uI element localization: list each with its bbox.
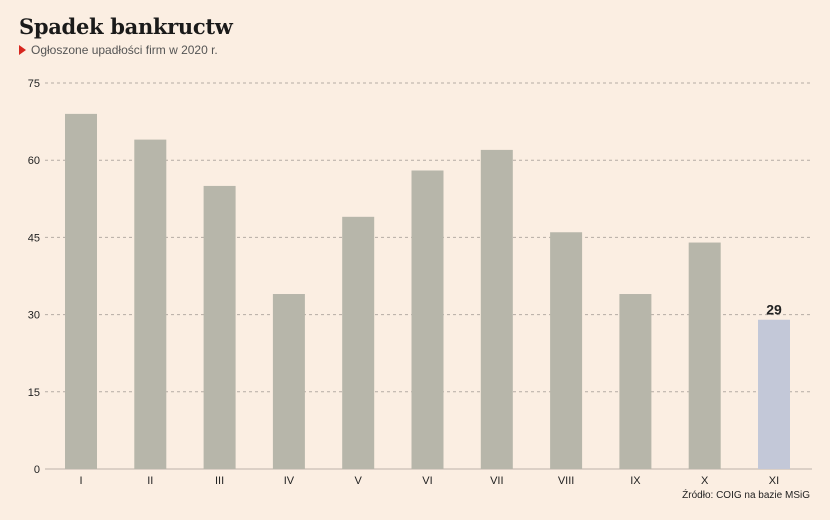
y-tick-label-15: 15 bbox=[28, 387, 40, 399]
y-tick-label-60: 60 bbox=[28, 155, 40, 167]
data-label-XI: 29 bbox=[766, 302, 782, 318]
y-tick-label-45: 45 bbox=[28, 232, 40, 244]
bar-VII bbox=[480, 149, 513, 469]
chart-subtitle: Ogłoszone upadłości firm w 2020 r. bbox=[19, 43, 218, 57]
bar-II bbox=[134, 139, 167, 469]
bar-VIII bbox=[550, 232, 583, 469]
y-tick-label-0: 0 bbox=[34, 464, 40, 476]
x-tick-label-VII: VII bbox=[490, 475, 503, 487]
x-tick-label-III: III bbox=[215, 475, 224, 487]
source-note: Źródło: COIG na bazie MSiG bbox=[682, 490, 810, 501]
x-tick-label-IV: IV bbox=[284, 475, 295, 487]
x-tick-label-V: V bbox=[355, 475, 363, 487]
chart-title: Spadek bankructw bbox=[19, 14, 233, 39]
red-triangle-icon bbox=[19, 45, 26, 55]
x-tick-label-X: X bbox=[701, 475, 709, 487]
subtitle-text: Ogłoszone upadłości firm w 2020 r. bbox=[31, 43, 218, 57]
bar-X bbox=[688, 242, 721, 469]
x-tick-label-XI: XI bbox=[769, 475, 779, 487]
bar-I bbox=[65, 113, 97, 469]
x-tick-label-VIII: VIII bbox=[558, 475, 575, 487]
bar-VI bbox=[411, 170, 444, 469]
bar-V bbox=[342, 216, 375, 469]
y-tick-label-30: 30 bbox=[28, 310, 40, 322]
x-tick-label-I: I bbox=[79, 475, 82, 487]
x-tick-label-II: II bbox=[147, 475, 153, 487]
bar-III bbox=[203, 185, 236, 469]
x-tick-label-IX: IX bbox=[630, 475, 641, 487]
y-tick-label-75: 75 bbox=[28, 78, 40, 90]
bar-IX bbox=[619, 294, 652, 469]
bar-IV bbox=[272, 294, 305, 469]
bar-XI bbox=[758, 319, 790, 469]
x-tick-label-VI: VI bbox=[422, 475, 432, 487]
bar-layer bbox=[65, 113, 790, 469]
